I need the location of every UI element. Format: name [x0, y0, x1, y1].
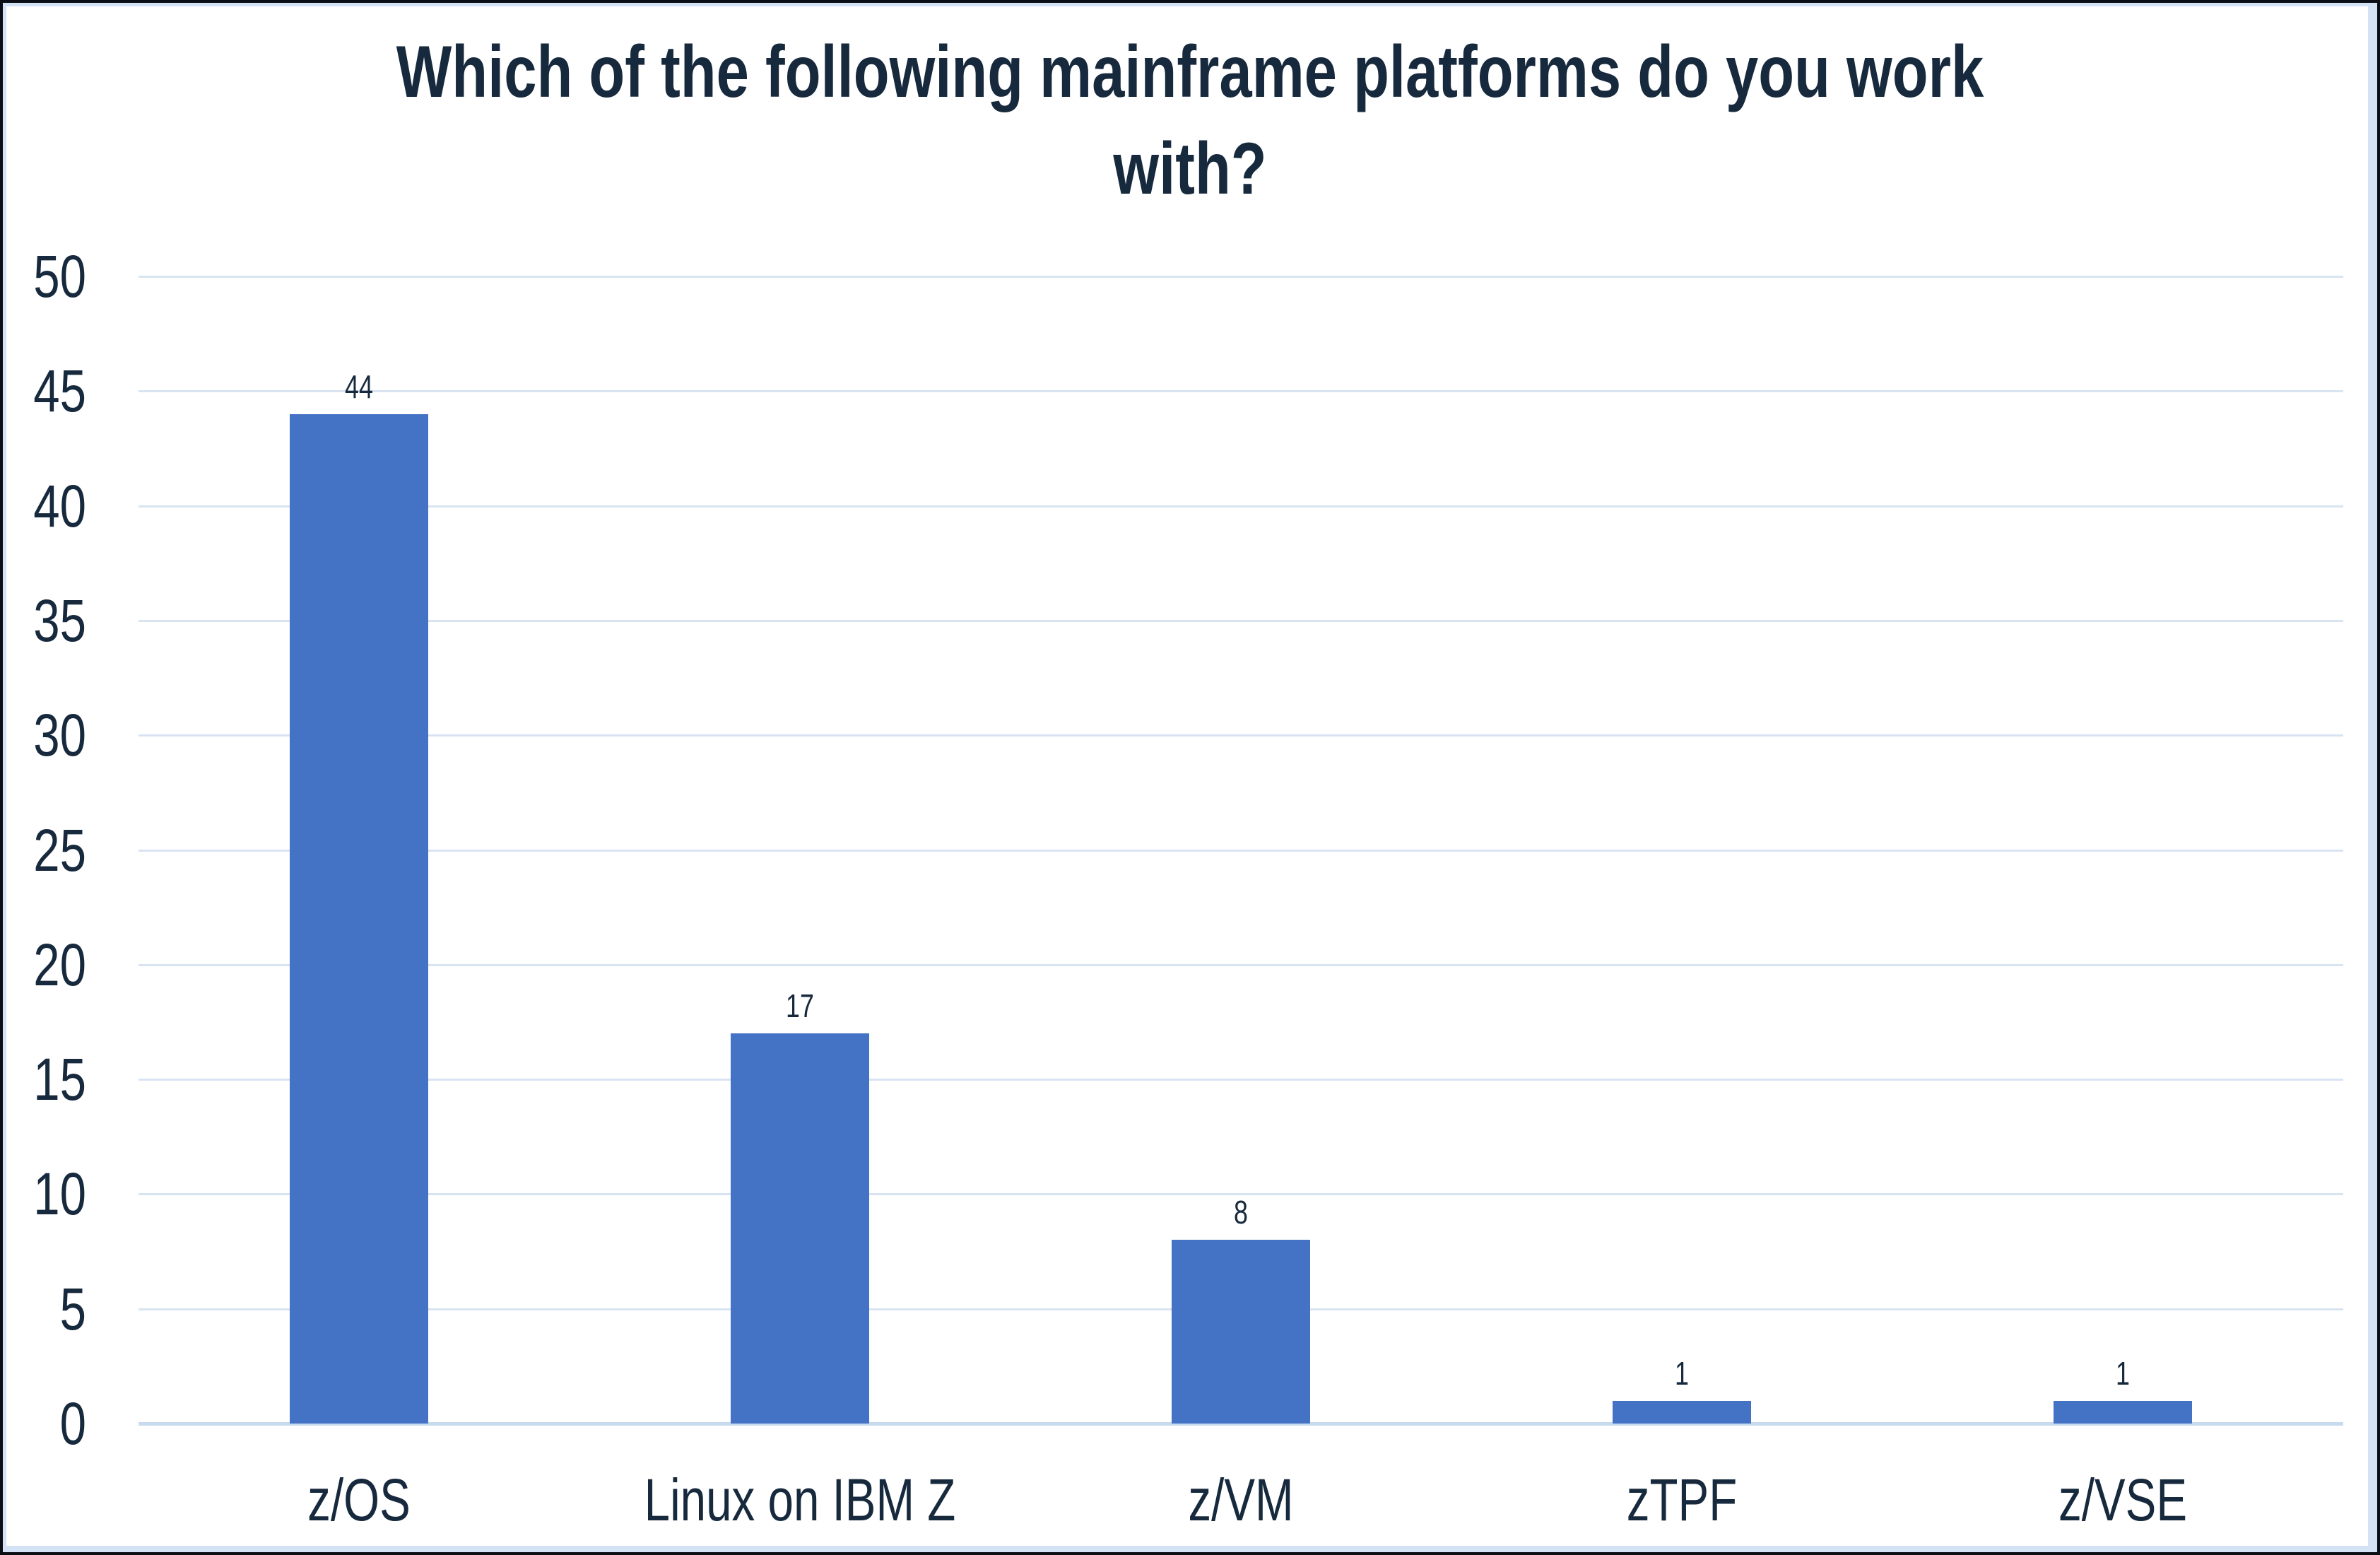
- chart-title-line1: Which of the following mainframe platfor…: [396, 31, 1984, 113]
- bar-value-label-z/VM: 8: [1234, 1194, 1248, 1231]
- bar-z/VSE: [2054, 1400, 2192, 1424]
- x-tick-label-Linux on IBM Z: Linux on IBM Z: [644, 1467, 956, 1533]
- y-tick-label-25: 25: [33, 816, 86, 884]
- y-tick-label-35: 35: [33, 587, 86, 654]
- y-tick-label-0: 0: [59, 1390, 86, 1457]
- y-tick-label-45: 45: [33, 358, 86, 425]
- y-tick-label-10: 10: [33, 1161, 86, 1228]
- bar-zTPF: [1613, 1400, 1751, 1424]
- gridline-y40: [139, 505, 2343, 507]
- y-tick-label-15: 15: [33, 1046, 86, 1113]
- bar-Linux on IBM Z: [731, 1033, 869, 1424]
- bar-z/VM: [1172, 1240, 1310, 1424]
- gridline-y15: [139, 1079, 2343, 1081]
- gridline-y20: [139, 963, 2343, 966]
- bar-value-label-z/VSE: 1: [2116, 1354, 2130, 1392]
- gridline-y10: [139, 1193, 2343, 1196]
- x-axis: z/OS Linux on IBM Z z/VM zTPF z/VSE: [139, 1424, 2343, 1537]
- chart-title-line2: with?: [1113, 128, 1267, 211]
- x-tick-label-zTPF: zTPF: [1626, 1467, 1738, 1533]
- bar-value-label-zTPF: 1: [1675, 1354, 1689, 1392]
- chart-title: Which of the following mainframe platfor…: [240, 24, 2140, 218]
- gridline-y45: [139, 390, 2343, 393]
- bar-value-label-z/OS: 44: [345, 368, 373, 405]
- bar-z/OS: [290, 413, 428, 1424]
- gridline-y30: [139, 734, 2343, 737]
- bar-value-label-Linux on IBM Z: 17: [786, 987, 814, 1025]
- y-tick-label-50: 50: [33, 243, 86, 310]
- x-tick-label-z/VM: z/VM: [1188, 1467, 1294, 1533]
- gridline-y25: [139, 849, 2343, 852]
- y-axis: 0 5 10 15 20 25 30 35 40 45 50: [3, 247, 86, 1453]
- y-tick-label-40: 40: [33, 472, 86, 539]
- y-tick-label-30: 30: [33, 702, 86, 769]
- x-tick-label-z/VSE: z/VSE: [2058, 1467, 2188, 1533]
- y-tick-label-20: 20: [33, 931, 86, 998]
- x-tick-label-z/OS: z/OS: [307, 1467, 411, 1533]
- gridline-y50: [139, 276, 2343, 278]
- y-tick-label-5: 5: [59, 1275, 86, 1342]
- plot-area: 44 17 8 1 1: [139, 276, 2343, 1426]
- x-axis-line: [139, 1422, 2343, 1426]
- gridline-y35: [139, 619, 2343, 622]
